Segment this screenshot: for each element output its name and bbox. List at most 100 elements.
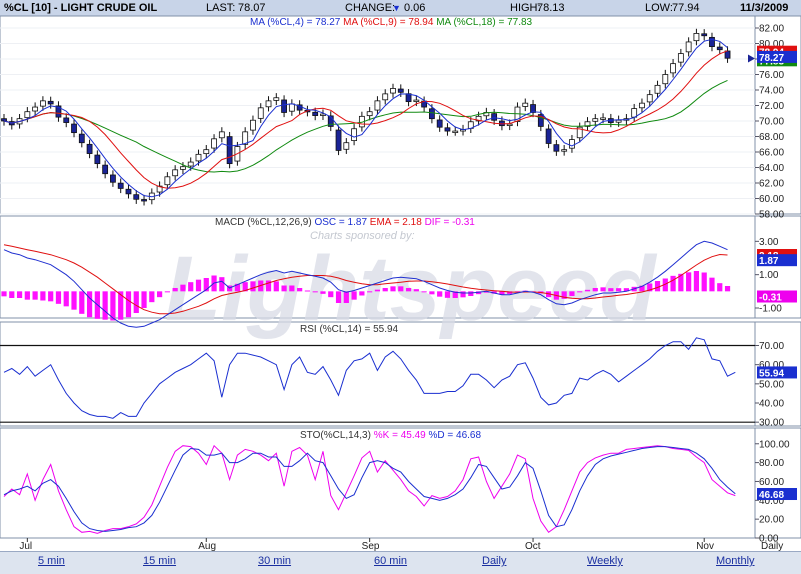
candle-body bbox=[32, 106, 39, 112]
candle-body bbox=[716, 46, 723, 51]
dif-histogram-bar bbox=[335, 291, 342, 303]
dif-histogram-bar bbox=[281, 285, 287, 292]
candle-body bbox=[257, 107, 264, 119]
symbol-title: %CL [10] - LIGHT CRUDE OIL bbox=[4, 2, 158, 14]
macd-value-tag bbox=[757, 254, 797, 267]
x-period-label: Daily bbox=[761, 541, 783, 551]
candle-body bbox=[444, 127, 451, 132]
title-part: EMA = 2.18 bbox=[369, 217, 425, 228]
price-value-tag-label: 78.27 bbox=[759, 53, 784, 64]
dif-histogram-bar bbox=[79, 291, 85, 314]
candle-body bbox=[312, 111, 319, 116]
candle-body bbox=[55, 105, 62, 118]
dif-histogram-bar bbox=[343, 291, 349, 303]
dif-histogram-bar bbox=[141, 291, 147, 308]
timeframe-60min-link[interactable]: 60 min bbox=[374, 555, 408, 567]
rsi-line bbox=[3, 337, 736, 419]
sto-panel-title: STO(%CL,14,3) %K = 45.49 %D = 46.68 bbox=[300, 430, 481, 442]
candle-body bbox=[1, 118, 7, 122]
timeframe-15min-link[interactable]: 15 min bbox=[143, 555, 177, 567]
candle-body bbox=[584, 121, 591, 127]
price-ytick-label: 82.00 bbox=[759, 24, 784, 35]
x-tick-label: Nov bbox=[696, 541, 714, 551]
dif-histogram-bar bbox=[608, 288, 614, 292]
candle-body bbox=[327, 115, 334, 127]
candle-body bbox=[288, 103, 295, 112]
dif-histogram-bar bbox=[312, 291, 318, 293]
title-part: %K = 45.49 bbox=[373, 430, 429, 441]
rsi-ytick-label: 60.00 bbox=[759, 360, 784, 371]
candle-body bbox=[78, 133, 85, 144]
title-part: MA (%CL,4) = 78.27 bbox=[250, 17, 344, 28]
dif-histogram-bar bbox=[157, 291, 163, 298]
dif-histogram-bar bbox=[507, 291, 513, 294]
candle-body bbox=[576, 126, 583, 139]
quote-header: %CL [10] - LIGHT CRUDE OIL LAST: 78.07 C… bbox=[0, 0, 801, 17]
macd-value-tag bbox=[757, 290, 797, 303]
dif-histogram-bar bbox=[203, 278, 209, 292]
dif-histogram-bar bbox=[654, 281, 661, 292]
dif-histogram-bar bbox=[670, 275, 676, 292]
candle-body bbox=[382, 93, 389, 101]
dif-histogram-bar bbox=[483, 291, 489, 293]
timeframe-30min-link[interactable]: 30 min bbox=[258, 555, 292, 567]
candle-body bbox=[94, 154, 101, 165]
x-tick-label: Sep bbox=[362, 541, 380, 551]
dif-histogram-bar bbox=[444, 291, 451, 298]
candle-body bbox=[522, 102, 529, 107]
price-ytick-label: 72.00 bbox=[759, 101, 784, 112]
low-value: 77.94 bbox=[672, 2, 700, 14]
dif-histogram-bar bbox=[662, 278, 668, 292]
macd-ytick-label: 3.00 bbox=[759, 237, 779, 248]
ma18-line bbox=[3, 79, 728, 173]
title-part: %D = 46.68 bbox=[428, 430, 482, 441]
sto-ytick-label: 60.00 bbox=[759, 477, 784, 488]
dif-histogram-bar bbox=[24, 291, 30, 300]
dif-histogram-bar bbox=[219, 277, 225, 292]
dif-histogram-bar bbox=[289, 285, 295, 292]
dif-histogram-bar bbox=[616, 288, 622, 292]
candle-body bbox=[600, 117, 606, 120]
sto-ytick-label: 80.00 bbox=[759, 458, 784, 469]
dif-histogram-bar bbox=[1, 291, 7, 297]
candle-body bbox=[530, 104, 536, 113]
price-ytick-label: 64.00 bbox=[759, 163, 784, 174]
rsi-value-tag bbox=[757, 366, 797, 379]
timeframe-5min-link[interactable]: 5 min bbox=[38, 555, 65, 567]
candle-body bbox=[86, 143, 93, 154]
candle-body bbox=[592, 118, 599, 122]
rsi-ytick-label: 50.00 bbox=[759, 379, 784, 390]
candle-body bbox=[709, 36, 715, 47]
dif-histogram-bar bbox=[265, 280, 272, 292]
dif-histogram-bar bbox=[40, 291, 46, 301]
timeframe-daily-link[interactable]: Daily bbox=[482, 555, 507, 567]
panel-frame bbox=[0, 321, 801, 427]
dif-histogram-bar bbox=[686, 272, 692, 292]
panel-frame bbox=[0, 215, 801, 319]
dif-histogram-bar bbox=[9, 291, 15, 298]
price-ytick-label: 74.00 bbox=[759, 86, 784, 97]
dif-histogram-bar bbox=[421, 291, 427, 293]
candle-body bbox=[701, 33, 708, 37]
panel-frame bbox=[0, 15, 801, 215]
dif-histogram-bar bbox=[195, 279, 202, 292]
ma4-line bbox=[3, 38, 728, 198]
candle-body bbox=[63, 117, 70, 123]
candle-body bbox=[218, 131, 225, 139]
dif-histogram-bar bbox=[374, 289, 381, 292]
candle-body bbox=[413, 99, 420, 102]
x-tick-label: Aug bbox=[198, 541, 216, 551]
macd-osc-line bbox=[3, 240, 728, 328]
timeframe-monthly-link[interactable]: Monthly bbox=[716, 555, 755, 567]
timeframe-weekly-link[interactable]: Weekly bbox=[587, 555, 623, 567]
candle-body bbox=[475, 115, 482, 122]
candle-body bbox=[553, 144, 560, 152]
last-value: 78.07 bbox=[238, 2, 266, 14]
candle-body bbox=[226, 136, 233, 165]
candle-body bbox=[40, 100, 46, 107]
dif-histogram-bar bbox=[647, 283, 653, 292]
dif-histogram-bar bbox=[429, 291, 435, 295]
price-value-tag bbox=[757, 50, 797, 63]
candle-body bbox=[125, 188, 132, 195]
